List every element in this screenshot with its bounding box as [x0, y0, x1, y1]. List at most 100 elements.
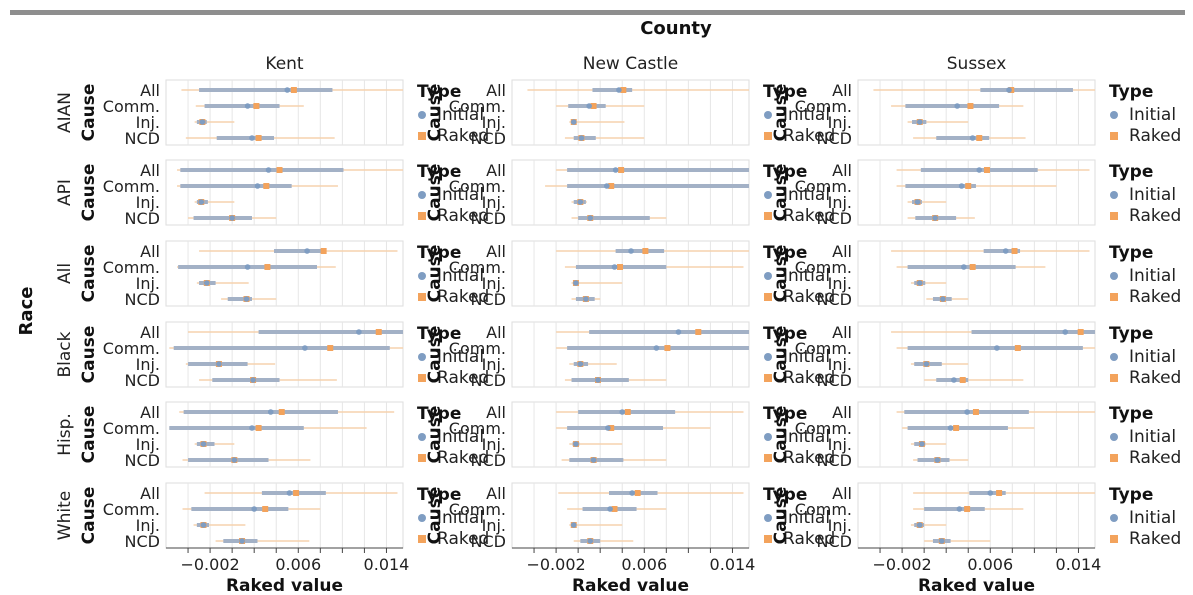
raked-point: [590, 103, 597, 109]
raked-point: [959, 377, 966, 383]
cause-tick-label: Comm.: [103, 500, 160, 519]
legend-marker-raked: [1110, 212, 1118, 220]
initial-point: [286, 490, 293, 496]
cause-tick-label: Inj.: [828, 193, 852, 212]
raked-point: [1014, 345, 1021, 351]
legend-marker-raked: [764, 132, 772, 140]
legend-title: Type: [417, 243, 461, 263]
cause-tick-label: Comm.: [103, 258, 160, 277]
legend-title: Type: [417, 82, 461, 102]
legend-marker-raked: [418, 212, 426, 220]
initial-point: [916, 119, 923, 125]
x-tick-label: 0.014: [1056, 555, 1102, 574]
legend-label-initial: Initial: [437, 105, 484, 125]
cause-tick-label: Comm.: [449, 258, 506, 277]
x-tick-label: 0.014: [710, 555, 756, 574]
legend-label-initial: Initial: [1129, 266, 1176, 286]
cause-tick-label: NCD: [471, 371, 506, 390]
cause-tick-label: Comm.: [103, 177, 160, 196]
cause-tick-label: NCD: [471, 129, 506, 148]
cause-tick-label: NCD: [471, 451, 506, 470]
legend-marker-initial: [1110, 353, 1118, 361]
legend-marker-initial: [418, 514, 426, 522]
cause-tick-label: NCD: [817, 129, 852, 148]
raked-point: [608, 425, 615, 431]
legend-label-raked: Raked: [1129, 287, 1181, 307]
legend-marker-raked: [1110, 374, 1118, 382]
x-axis-title: Raked value: [226, 576, 343, 595]
legend-label-raked: Raked: [437, 448, 489, 468]
legend-marker-initial: [418, 353, 426, 361]
cause-axis-title: Cause: [79, 487, 99, 545]
cause-axis-title: Cause: [79, 245, 99, 303]
row-header-aian: AIAN: [55, 92, 75, 133]
legend-label-initial: Initial: [437, 427, 484, 447]
raked-point: [642, 248, 649, 254]
initial-point: [934, 457, 941, 463]
initial-point: [267, 409, 274, 415]
legend-title: Type: [417, 162, 461, 182]
cause-tick-label: NCD: [125, 371, 160, 390]
legend-label-raked: Raked: [1129, 529, 1181, 549]
row-header-all: All: [55, 263, 75, 284]
cause-tick-label: All: [832, 81, 852, 100]
legend-label-raked: Raked: [1129, 368, 1181, 388]
cause-axis-title: Cause: [771, 326, 791, 384]
legend-marker-initial: [764, 111, 772, 119]
x-tick-label: 0.006: [275, 555, 321, 574]
cause-tick-label: All: [832, 403, 852, 422]
raked-point: [996, 490, 1003, 496]
raked-point: [320, 248, 327, 254]
cause-tick-label: Comm.: [103, 419, 160, 438]
legend-label-raked: Raked: [783, 126, 835, 146]
raked-point: [618, 167, 625, 173]
initial-point: [619, 409, 626, 415]
legend-label-initial: Initial: [437, 508, 484, 528]
cause-tick-label: All: [140, 81, 160, 100]
cause-tick-label: Comm.: [795, 258, 852, 277]
raked-point: [664, 345, 671, 351]
initial-point: [940, 296, 946, 302]
initial-point: [244, 264, 251, 270]
initial-point: [1002, 248, 1009, 254]
race-facet-title: Race: [16, 287, 37, 336]
legend-marker-initial: [418, 433, 426, 441]
initial-point: [938, 538, 945, 544]
initial-point: [1062, 329, 1069, 335]
initial-point: [961, 264, 967, 270]
cause-tick-label: Inj.: [828, 516, 852, 535]
initial-point: [200, 522, 207, 528]
initial-point: [969, 135, 976, 141]
cause-tick-label: Comm.: [103, 97, 160, 116]
cause-axis-title: Cause: [425, 164, 445, 222]
legend-marker-initial: [418, 272, 426, 280]
cause-axis-title: Cause: [771, 487, 791, 545]
cause-tick-label: All: [486, 484, 506, 503]
initial-point: [994, 345, 1000, 351]
cause-tick-label: Inj.: [136, 113, 160, 132]
initial-point: [199, 119, 206, 125]
cause-tick-label: Inj.: [482, 274, 506, 293]
legend-label-initial: Initial: [783, 508, 830, 528]
cause-tick-label: All: [832, 242, 852, 261]
legend-marker-initial: [764, 433, 772, 441]
initial-point: [244, 103, 251, 109]
initial-point: [231, 457, 238, 463]
legend-label-initial: Initial: [1129, 105, 1176, 125]
legend-label-raked: Raked: [783, 287, 835, 307]
legend-marker-raked: [1110, 535, 1118, 543]
cause-tick-label: NCD: [817, 371, 852, 390]
legend-label-initial: Initial: [783, 185, 830, 205]
cause-tick-label: All: [486, 81, 506, 100]
cause-tick-label: Comm.: [795, 97, 852, 116]
legend-marker-raked: [1110, 454, 1118, 462]
cause-axis-title: Cause: [79, 326, 99, 384]
initial-point: [629, 490, 635, 496]
legend-label-initial: Initial: [783, 266, 830, 286]
raked-point: [290, 87, 297, 93]
legend-title: Type: [763, 162, 807, 182]
cause-tick-label: Inj.: [482, 516, 506, 535]
legend-label-raked: Raked: [783, 206, 835, 226]
cause-tick-label: Inj.: [828, 355, 852, 374]
initial-point: [570, 119, 577, 125]
